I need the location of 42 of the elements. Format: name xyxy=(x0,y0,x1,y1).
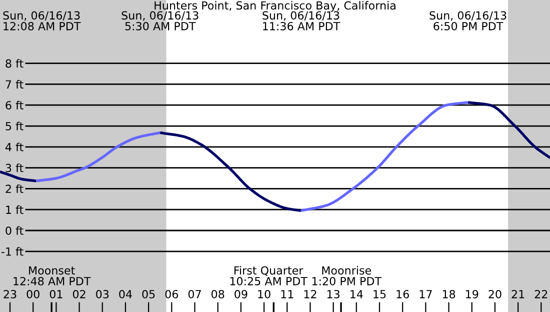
x-tick-label: 07 xyxy=(188,290,201,298)
annotation: Sun, 06/16/13 6:50 PM PDT xyxy=(430,11,506,30)
x-tick-label: 10 xyxy=(258,290,270,298)
x-tick-label: 02 xyxy=(72,290,86,298)
x-tick-label: 15 xyxy=(374,290,386,298)
y-tick-label: -1 ft xyxy=(1,247,24,256)
y-tick-label: 2 ft xyxy=(6,184,24,193)
chart-title: Hunters Point, San Francisco Bay, California xyxy=(154,1,396,12)
y-tick-label: 8 ft xyxy=(6,59,24,68)
x-tick-label: 09 xyxy=(234,290,248,298)
x-tick-label: 18 xyxy=(442,290,456,298)
y-tick-label: 1 ft xyxy=(6,205,24,214)
x-tick-label: 00 xyxy=(26,290,40,298)
y-tick-label: 4 ft xyxy=(5,142,24,152)
x-tick-label: 08 xyxy=(212,290,224,298)
x-tick-label: 05 xyxy=(142,290,155,298)
annotation: First Quarter 10:25 AM PDT xyxy=(230,266,308,286)
x-tick-label: 20 xyxy=(488,290,502,298)
annotation: Sun, 06/16/13 12:08 AM PDT xyxy=(3,11,81,30)
y-tick-label: 7 ft xyxy=(6,80,24,88)
x-tick-label: 01 xyxy=(50,290,62,298)
annotation: Sun, 06/16/13 5:30 AM PDT xyxy=(122,11,198,30)
x-tick-label: 13 xyxy=(327,290,340,298)
x-tick-label: 22 xyxy=(534,290,548,298)
y-tick-label: 6 ft xyxy=(6,100,24,110)
y-tick-label: 3 ft xyxy=(6,164,24,172)
y-tick-label: 5 ft xyxy=(6,122,24,130)
x-tick-label: 11 xyxy=(281,290,294,298)
annotation: Moonset 12:48 AM PDT xyxy=(14,266,91,286)
x-tick-label: 21 xyxy=(512,290,524,298)
x-tick-label: 19 xyxy=(466,290,478,298)
x-tick-label: 16 xyxy=(396,290,409,298)
x-tick-label: 03 xyxy=(96,290,109,298)
x-tick-label: 06 xyxy=(165,290,178,298)
x-tick-label: 23 xyxy=(4,290,16,298)
x-tick-label: 04 xyxy=(119,290,132,298)
x-tick-label: 12 xyxy=(304,290,316,298)
x-tick-label: 14 xyxy=(350,290,363,298)
y-tick-label: 0 ft xyxy=(6,226,24,235)
annotation: Sun, 06/16/13 11:36 AM PDT xyxy=(262,11,340,30)
x-tick-label: 17 xyxy=(420,290,432,298)
annotation: Moonrise 1:20 PM PDT xyxy=(312,266,382,286)
